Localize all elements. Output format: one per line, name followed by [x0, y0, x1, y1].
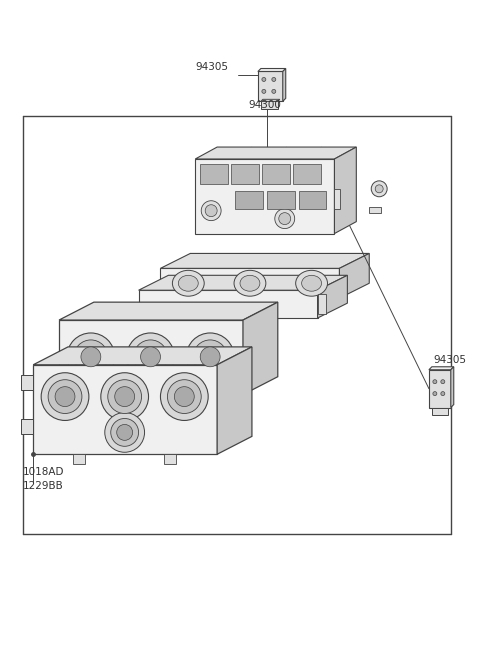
Polygon shape — [139, 290, 318, 318]
Ellipse shape — [262, 77, 266, 81]
Polygon shape — [139, 275, 348, 290]
Ellipse shape — [433, 392, 437, 396]
Ellipse shape — [141, 347, 160, 367]
Polygon shape — [335, 189, 340, 209]
Ellipse shape — [441, 392, 445, 396]
Polygon shape — [231, 164, 259, 184]
Polygon shape — [335, 147, 356, 234]
Ellipse shape — [168, 380, 201, 413]
Polygon shape — [195, 147, 356, 159]
Ellipse shape — [433, 380, 437, 384]
Ellipse shape — [127, 333, 174, 381]
Ellipse shape — [262, 89, 266, 94]
Text: 94300: 94300 — [248, 100, 281, 110]
Ellipse shape — [275, 209, 295, 229]
Polygon shape — [21, 419, 33, 434]
Ellipse shape — [81, 347, 101, 367]
Ellipse shape — [117, 424, 132, 440]
Ellipse shape — [179, 275, 198, 291]
Polygon shape — [283, 69, 286, 102]
Ellipse shape — [67, 333, 115, 381]
Polygon shape — [59, 320, 243, 394]
Polygon shape — [33, 347, 252, 365]
Ellipse shape — [240, 275, 260, 291]
Polygon shape — [73, 455, 85, 464]
Polygon shape — [243, 302, 278, 394]
Ellipse shape — [172, 271, 204, 296]
Polygon shape — [293, 164, 321, 184]
Ellipse shape — [234, 271, 266, 296]
Ellipse shape — [272, 89, 276, 94]
Polygon shape — [451, 367, 454, 407]
Polygon shape — [299, 191, 326, 209]
Ellipse shape — [375, 185, 383, 193]
Polygon shape — [160, 269, 339, 298]
Polygon shape — [429, 370, 451, 407]
Ellipse shape — [186, 333, 234, 381]
Polygon shape — [21, 375, 33, 390]
Ellipse shape — [272, 77, 276, 81]
Polygon shape — [258, 69, 286, 71]
Polygon shape — [339, 253, 369, 298]
Polygon shape — [318, 275, 348, 318]
Polygon shape — [33, 365, 217, 455]
Polygon shape — [267, 191, 295, 209]
Ellipse shape — [55, 386, 75, 407]
Ellipse shape — [101, 373, 148, 421]
Ellipse shape — [48, 380, 82, 413]
Polygon shape — [165, 455, 176, 464]
Ellipse shape — [115, 386, 134, 407]
Polygon shape — [432, 407, 448, 415]
Ellipse shape — [279, 213, 291, 225]
Ellipse shape — [133, 340, 168, 374]
Polygon shape — [217, 347, 252, 455]
Polygon shape — [258, 71, 283, 102]
Ellipse shape — [105, 413, 144, 452]
Ellipse shape — [111, 419, 139, 446]
Text: 1018AD
1229BB: 1018AD 1229BB — [23, 467, 65, 491]
Polygon shape — [429, 367, 454, 370]
Polygon shape — [261, 100, 280, 102]
Ellipse shape — [74, 340, 108, 374]
Text: 94305: 94305 — [434, 355, 467, 365]
Ellipse shape — [296, 271, 327, 296]
Ellipse shape — [371, 181, 387, 196]
Polygon shape — [235, 191, 263, 209]
Polygon shape — [262, 164, 290, 184]
Polygon shape — [59, 302, 278, 320]
Ellipse shape — [441, 380, 445, 384]
Polygon shape — [160, 253, 369, 269]
Ellipse shape — [205, 205, 217, 217]
Ellipse shape — [201, 200, 221, 221]
Ellipse shape — [301, 275, 322, 291]
Polygon shape — [200, 164, 228, 184]
Polygon shape — [369, 207, 381, 213]
Ellipse shape — [174, 386, 194, 407]
Polygon shape — [195, 159, 335, 234]
Polygon shape — [261, 102, 278, 109]
Ellipse shape — [160, 373, 208, 421]
Ellipse shape — [193, 340, 227, 374]
Ellipse shape — [200, 347, 220, 367]
Text: 94305: 94305 — [195, 62, 228, 71]
Ellipse shape — [108, 380, 142, 413]
Polygon shape — [318, 294, 325, 314]
Ellipse shape — [41, 373, 89, 421]
